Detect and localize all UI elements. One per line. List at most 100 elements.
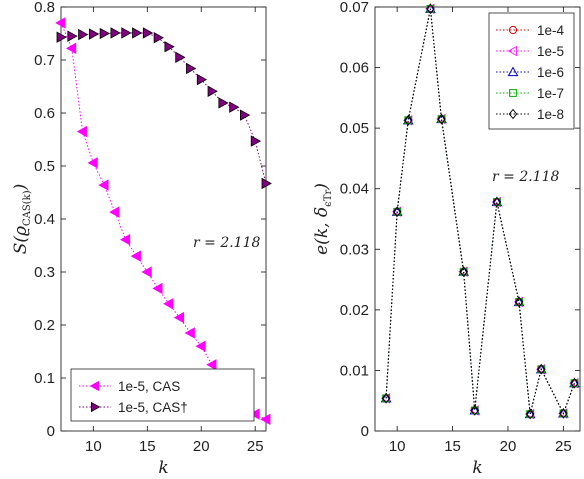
data-point: [99, 27, 110, 40]
data-point: [206, 359, 217, 371]
data-point: [559, 408, 568, 419]
y-tick-label: 0.1: [34, 370, 55, 387]
data-point: [163, 298, 174, 310]
data-point: [196, 73, 208, 86]
data-point: [88, 28, 100, 40]
series-5: [381, 3, 579, 420]
x-tick-label: 10: [389, 438, 406, 455]
y-tick-label: 0.8: [34, 0, 55, 16]
y-axis-label: S(ϱCAS(k)): [11, 184, 33, 255]
data-point: [119, 233, 131, 246]
data-point: [132, 27, 143, 39]
x-tick-label: 25: [555, 438, 572, 455]
data-point: [536, 363, 546, 375]
x-tick-label: 15: [444, 438, 461, 455]
data-point: [56, 31, 67, 43]
legend: 1e-5, CAS 1e-5, CAS†: [70, 368, 255, 422]
x-tick-label: 25: [247, 438, 264, 455]
y-tick-label: 0.3: [34, 264, 55, 281]
data-point: [525, 408, 535, 420]
data-point: [164, 41, 175, 53]
data-point: [55, 17, 66, 29]
data-point: [207, 85, 218, 97]
x-tick-label: 20: [500, 438, 517, 455]
plot-area: [374, 6, 581, 432]
data-point: [260, 413, 271, 426]
series-line: [60, 22, 267, 420]
data-point: [141, 266, 152, 278]
legend-marker: [91, 401, 101, 413]
data-point: [78, 28, 89, 41]
data-point: [67, 30, 78, 42]
data-point: [437, 113, 446, 125]
y-tick-label: 0.4: [34, 211, 55, 228]
series-2: [56, 27, 272, 190]
data-point: [240, 109, 251, 121]
data-point: [229, 101, 240, 113]
right-panel: 10 15 20 25 0 0.01 0.02 0.03 0.04 0.05 0.06 0.07 k e(…: [312, 0, 581, 478]
y-axis-label: e(k, δϵTr): [312, 183, 334, 255]
data-point: [110, 27, 121, 39]
data-point: [142, 27, 154, 39]
legend-marker: [509, 89, 517, 97]
legend-label: 1e-5, CAS: [118, 379, 180, 394]
y-tick-label: 0.2: [34, 317, 55, 334]
series-1: [55, 17, 271, 426]
data-point: [381, 392, 391, 404]
data-point: [459, 266, 468, 277]
plot-area: [60, 6, 267, 432]
data-point: [470, 405, 479, 416]
legend-label: 1e-6: [537, 65, 564, 80]
y-tick-label: 0.06: [340, 60, 369, 77]
y-tick-label: 0.01: [340, 362, 369, 379]
y-tick-label: 0.07: [340, 0, 369, 16]
data-point: [173, 311, 185, 324]
y-tick-label: 0.02: [340, 302, 369, 319]
x-tick-label: 20: [193, 438, 210, 455]
y-tick-label: 0.05: [340, 120, 369, 137]
data-point: [152, 282, 163, 295]
legend-marker: [508, 108, 518, 120]
data-point: [514, 296, 524, 308]
series-line: [385, 8, 575, 415]
legend-label: 1e-7: [537, 86, 564, 101]
data-point: [249, 408, 260, 420]
left-panel: 10 15 20 25 0 0.1 0.2 0.3 0.4 0.5 0.6 0.7 0.8 k S(ϱCAS…: [11, 0, 272, 478]
data-point: [109, 206, 120, 218]
legend-marker: [508, 25, 518, 35]
data-point: [65, 42, 77, 55]
y-tick-label: 0: [47, 423, 55, 440]
data-point: [186, 62, 197, 75]
data-point: [492, 196, 502, 208]
legend-label: 1e-4: [537, 23, 565, 38]
data-point: [153, 32, 164, 44]
legend-box: [70, 368, 255, 422]
annotation: r = 2.118: [193, 235, 260, 251]
data-point: [250, 135, 262, 147]
data-point: [130, 250, 141, 262]
data-point: [87, 157, 98, 169]
y-tick-label: 0.03: [340, 241, 369, 258]
data-point: [261, 177, 272, 190]
x-axis-label: k: [472, 458, 482, 478]
annotation: r = 2.118: [492, 169, 559, 185]
legend-label: 1e-8: [537, 107, 564, 122]
data-point: [121, 27, 132, 39]
y-tick-label: 0.7: [34, 52, 55, 69]
data-point: [195, 340, 206, 352]
data-point: [404, 114, 413, 126]
legend-marker: [507, 45, 517, 57]
legend: 1e-4 1e-5 1e-6 1e-7 1e-8: [488, 12, 575, 130]
x-axis-label: k: [158, 458, 168, 478]
legend-marker: [507, 66, 519, 77]
y-tick-label: 0: [361, 423, 369, 440]
data-point: [218, 97, 229, 109]
y-tick-label: 0.5: [34, 158, 55, 175]
x-tick-label: 15: [139, 438, 156, 455]
x-tick-label: 10: [85, 438, 102, 455]
data-point: [98, 179, 109, 191]
data-point: [426, 3, 435, 15]
data-point: [76, 125, 87, 138]
legend-box: [488, 12, 575, 130]
